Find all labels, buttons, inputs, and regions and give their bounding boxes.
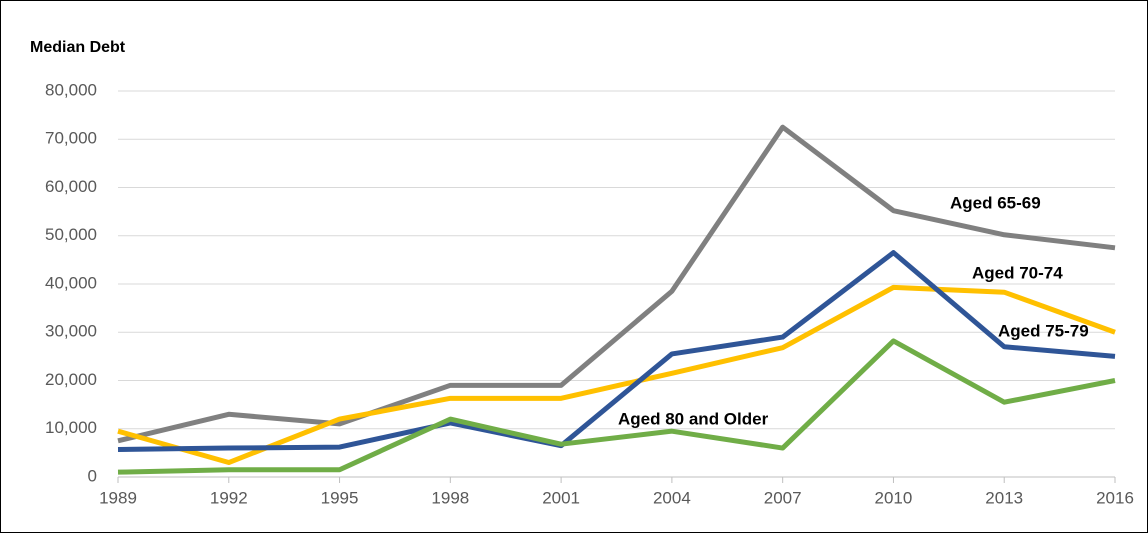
y-tick-label: 30,000 xyxy=(45,322,97,341)
x-tick-label: 1992 xyxy=(210,488,248,507)
series-label: Aged 70-74 xyxy=(972,263,1063,282)
series-line xyxy=(117,338,1116,475)
x-tick-label: 2001 xyxy=(542,488,580,507)
series-line xyxy=(117,124,1116,444)
y-tick-label: 50,000 xyxy=(45,225,97,244)
y-tick-label: 80,000 xyxy=(45,80,97,99)
x-tick-label: 2016 xyxy=(1096,488,1134,507)
series-label: Aged 80 and Older xyxy=(618,409,769,428)
x-tick-label: 2010 xyxy=(875,488,913,507)
y-tick-label: 40,000 xyxy=(45,273,97,292)
series-label: Aged 65-69 xyxy=(950,193,1041,212)
y-tick-label: 60,000 xyxy=(45,177,97,196)
y-tick-label: 0 xyxy=(88,466,97,485)
x-tick-label: 1998 xyxy=(431,488,469,507)
chart-title: Median Debt xyxy=(30,39,126,56)
x-tick-label: 2013 xyxy=(985,488,1023,507)
y-tick-label: 20,000 xyxy=(45,370,97,389)
x-tick-label: 1989 xyxy=(99,488,137,507)
series-line xyxy=(117,250,1116,452)
x-tick-label: 2007 xyxy=(764,488,802,507)
series-label: Aged 75-79 xyxy=(998,321,1089,340)
y-tick-label: 70,000 xyxy=(45,129,97,148)
series-line xyxy=(117,284,1116,466)
x-tick-label: 2004 xyxy=(653,488,691,507)
y-tick-label: 10,000 xyxy=(45,418,97,437)
x-tick-label: 1995 xyxy=(321,488,359,507)
